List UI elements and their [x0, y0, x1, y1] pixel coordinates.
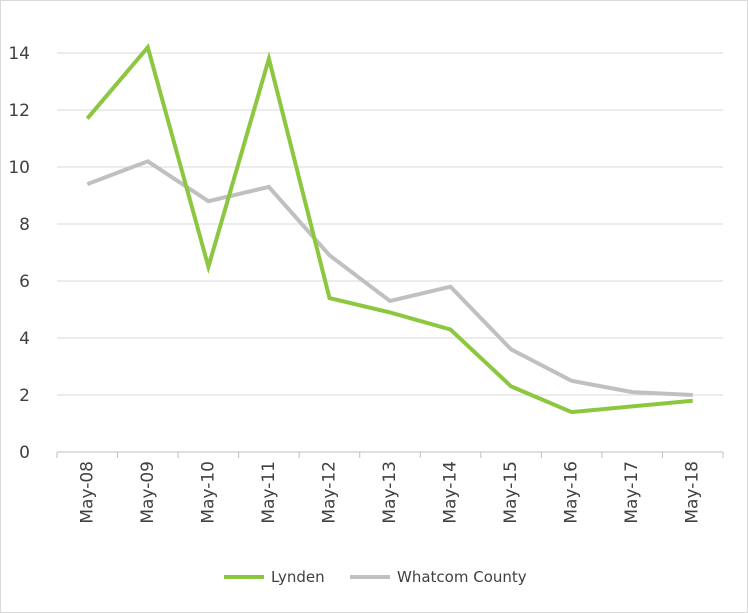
- legend: Lynden Whatcom County: [224, 568, 527, 586]
- gridlines: [57, 52, 723, 396]
- x-tick-label: May-16: [562, 461, 582, 524]
- x-tick-label: May-08: [77, 461, 97, 524]
- y-tick-label: 12: [8, 101, 30, 121]
- y-tick-label: 14: [8, 44, 30, 64]
- x-tick-label: May-10: [198, 461, 218, 524]
- x-tick-label: May-15: [501, 461, 521, 524]
- x-axis: May-08 May-09 May-10 May-11 May-12 May-13 May-…: [56, 451, 724, 524]
- legend-label-whatcom-county: Whatcom County: [397, 568, 527, 586]
- legend-label-lynden: Lynden: [271, 568, 325, 586]
- y-tick-label: 4: [19, 329, 30, 349]
- x-tick-label: May-18: [683, 461, 703, 524]
- series-line-whatcom-county: [86, 159, 693, 397]
- x-tick-label: May-17: [622, 461, 642, 524]
- y-axis-tick-labels: 0 2 4 6 8 10 12 14: [8, 44, 30, 463]
- series-line-lynden: [85, 43, 693, 415]
- y-tick-label: 2: [19, 386, 30, 406]
- y-tick-label: 0: [19, 443, 30, 463]
- y-tick-label: 8: [19, 215, 30, 235]
- x-tick-label: May-11: [259, 461, 279, 524]
- y-tick-label: 10: [8, 158, 30, 178]
- y-tick-label: 6: [19, 272, 30, 292]
- x-tick-label: May-12: [319, 461, 339, 524]
- x-tick-label: May-13: [380, 461, 400, 524]
- series-lines: [85, 43, 693, 415]
- x-tick-label: May-09: [138, 461, 158, 524]
- x-tick-label: May-14: [441, 461, 461, 524]
